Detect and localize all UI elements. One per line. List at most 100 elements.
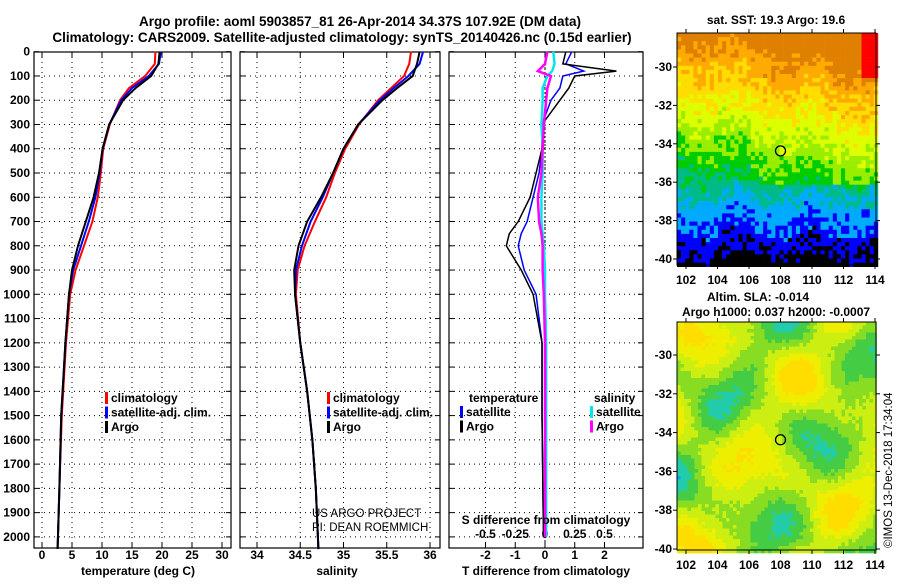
depth-tick-label: 600 <box>10 190 30 204</box>
lon-tick-label: 112 <box>834 558 854 572</box>
x-tick-label: 34 <box>250 548 264 562</box>
legend-label: Argo <box>111 420 139 434</box>
legend-title-temperature: temperature <box>469 391 539 405</box>
t-tick-label: -1 <box>510 548 521 562</box>
x-tick-label: 35.5 <box>375 548 399 562</box>
lon-tick-label: 110 <box>802 558 822 572</box>
t-tick-label: 2 <box>601 548 608 562</box>
x-tick-label: 36 <box>423 548 437 562</box>
depth-tick-label: 1600 <box>3 433 30 447</box>
imos-stamp: ©IMOS 13-Dec-2018 17:34:04 <box>883 392 895 548</box>
lat-tick-label: -30 <box>655 348 673 362</box>
legend-label: satellite <box>596 405 641 419</box>
legend-label: climatology <box>333 391 400 405</box>
panel-frame <box>240 52 440 548</box>
profile-line-argo <box>294 52 419 549</box>
lon-tick-label: 106 <box>739 273 759 287</box>
depth-tick-label: 1100 <box>4 312 30 326</box>
profile-line-climatology <box>58 52 156 549</box>
lat-tick-label: -34 <box>655 137 673 151</box>
lat-tick-label: -30 <box>655 60 673 74</box>
lat-tick-label: -38 <box>655 214 673 228</box>
map-sst-title: sat. SST: 19.3 Argo: 19.6 <box>707 13 846 27</box>
diff-line-temperature-satellite <box>518 52 583 537</box>
depth-tick-label: 500 <box>10 166 30 180</box>
legend-label: Argo <box>596 420 624 434</box>
depth-tick-label: 300 <box>10 117 30 131</box>
x-tick-label: 30 <box>215 548 229 562</box>
panel-sal-xlabel: salinity <box>316 564 358 578</box>
title-line-2: Climatology: CARS2009. Satellite-adjuste… <box>52 30 631 45</box>
legend-swatch <box>590 421 593 433</box>
profile-line-argo <box>58 52 160 549</box>
legend-swatch <box>327 421 330 433</box>
legend-label: satellite <box>466 405 511 419</box>
x-tick-label: 25 <box>185 548 199 562</box>
lon-tick-label: 108 <box>770 558 790 572</box>
legend-swatch <box>460 421 463 433</box>
depth-tick-label: 900 <box>10 263 30 277</box>
depth-tick-label: 0 <box>23 45 30 59</box>
depth-tick-label: 2000 <box>3 530 30 544</box>
legend-swatch <box>327 392 330 404</box>
depth-tick-label: 1900 <box>3 506 30 520</box>
lon-tick-label: 110 <box>802 273 822 287</box>
legend-swatch <box>105 421 108 433</box>
lon-tick-label: 104 <box>707 558 727 572</box>
legend-label: satellite-adj. clim. <box>333 406 433 420</box>
legend-swatch <box>327 407 330 419</box>
panel-diff-xlabel: T difference from climatology <box>462 564 630 578</box>
legend-label: Argo <box>333 420 361 434</box>
credit-line-1: US ARGO PROJECT <box>312 508 421 520</box>
legend-title-salinity: salinity <box>594 391 636 405</box>
temperature-panel: 0100200300400500600700800900100011001200… <box>3 45 231 562</box>
credit-line-2: PI: DEAN ROEMMICH <box>312 522 428 534</box>
t-tick-label: 0 <box>542 548 549 562</box>
legend-swatch <box>105 392 108 404</box>
x-tick-label: 35 <box>337 548 351 562</box>
depth-tick-label: 100 <box>10 69 30 83</box>
lat-tick-label: -32 <box>655 98 673 112</box>
panel-frame <box>34 52 231 548</box>
depth-tick-label: 1200 <box>3 336 30 350</box>
map-sla-title-1: Altim. SLA: -0.014 <box>707 290 809 304</box>
lon-tick-label: 112 <box>834 273 854 287</box>
depth-tick-label: 400 <box>10 142 30 156</box>
s-tick-label: -0.5 <box>475 527 496 541</box>
sla-map-cells <box>677 322 877 553</box>
lon-tick-label: 102 <box>676 273 696 287</box>
x-tick-label: 5 <box>69 548 76 562</box>
s-tick-label: 0.5 <box>596 527 613 541</box>
t-tick-label: -2 <box>480 548 491 562</box>
depth-tick-label: 1800 <box>3 481 30 495</box>
depth-tick-label: 1000 <box>3 287 30 301</box>
depth-tick-label: 1500 <box>3 409 30 423</box>
lat-tick-label: -36 <box>655 464 673 478</box>
lat-tick-label: -40 <box>655 252 673 266</box>
lat-tick-label: -34 <box>655 426 673 440</box>
profile-line-climatology <box>296 52 411 549</box>
title-line-1: Argo profile: aoml 5903857_81 26-Apr-201… <box>139 14 581 29</box>
x-tick-label: 20 <box>155 548 169 562</box>
legend-label: Argo <box>466 420 494 434</box>
x-tick-label: 10 <box>95 548 109 562</box>
lat-tick-label: -40 <box>655 542 673 556</box>
map-sla-title-2: Argo h1000: 0.037 h2000: -0.0007 <box>682 305 870 319</box>
s-tick-label: -0.25 <box>502 527 530 541</box>
lon-tick-label: 108 <box>770 273 790 287</box>
depth-tick-label: 200 <box>10 93 30 107</box>
lon-tick-label: 114 <box>865 273 885 287</box>
depth-tick-label: 1400 <box>3 384 30 398</box>
legend-label: satellite-adj. clim. <box>111 406 211 420</box>
lat-tick-label: -32 <box>655 387 673 401</box>
t-tick-label: 1 <box>571 548 578 562</box>
s-tick-label: 0.25 <box>563 527 587 541</box>
depth-tick-label: 1300 <box>3 360 30 374</box>
lon-tick-label: 114 <box>865 558 885 572</box>
panel-diff-slabel: S difference from climatology <box>462 513 631 527</box>
